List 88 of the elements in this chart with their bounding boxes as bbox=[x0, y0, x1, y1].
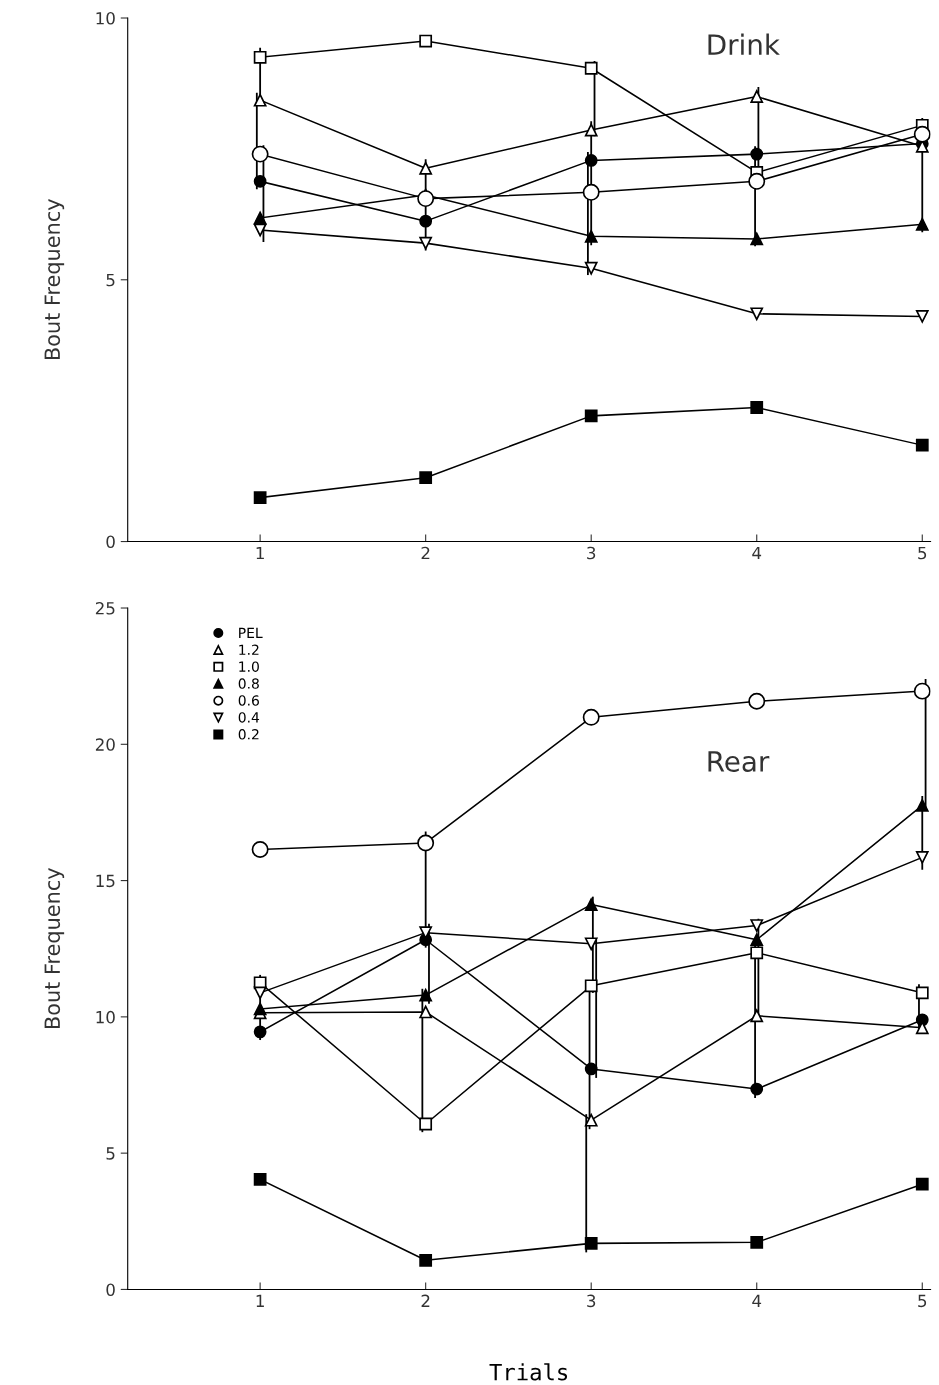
point bbox=[915, 438, 929, 452]
x-tick-label: 3 bbox=[587, 546, 596, 560]
point bbox=[584, 61, 598, 75]
point bbox=[253, 1172, 267, 1186]
point bbox=[419, 1253, 433, 1267]
legend-label: 0.2 bbox=[238, 729, 259, 740]
point bbox=[419, 214, 433, 228]
y-tick-label: 0 bbox=[106, 535, 115, 549]
point bbox=[582, 183, 600, 201]
x-tick-label: 5 bbox=[918, 1294, 927, 1308]
point bbox=[750, 1235, 764, 1249]
point bbox=[419, 161, 433, 175]
point bbox=[750, 933, 764, 947]
y-tick-label: 15 bbox=[96, 874, 115, 888]
y-axis-title: Bout Frequency bbox=[44, 199, 65, 360]
point bbox=[251, 145, 269, 163]
legend-label: 0.8 bbox=[238, 678, 259, 689]
legend-label: 1.0 bbox=[239, 661, 259, 672]
point bbox=[750, 946, 764, 960]
point bbox=[750, 919, 764, 932]
annotation: Rear bbox=[708, 751, 770, 772]
point bbox=[915, 217, 929, 231]
point bbox=[419, 988, 433, 1002]
point bbox=[419, 34, 433, 48]
point bbox=[584, 1236, 598, 1250]
y-tick-label: 5 bbox=[106, 1147, 115, 1160]
point bbox=[915, 1177, 929, 1191]
point bbox=[748, 172, 766, 190]
point bbox=[913, 125, 931, 143]
point bbox=[419, 471, 433, 485]
point bbox=[750, 1009, 764, 1023]
y-tick-label: 10 bbox=[96, 1010, 115, 1024]
point bbox=[750, 90, 764, 103]
y-tick-label: 0 bbox=[106, 1283, 115, 1296]
point bbox=[253, 93, 267, 107]
point bbox=[253, 986, 267, 1000]
point bbox=[584, 409, 598, 423]
x-tick-label: 3 bbox=[587, 1294, 596, 1308]
point bbox=[253, 174, 267, 188]
point bbox=[251, 841, 269, 858]
point bbox=[253, 1002, 267, 1016]
x-tick-label: 4 bbox=[752, 546, 762, 560]
y-tick-label: 20 bbox=[95, 738, 115, 751]
point bbox=[584, 1113, 598, 1127]
x-tick-label: 5 bbox=[918, 546, 927, 560]
point bbox=[253, 211, 267, 225]
point bbox=[915, 851, 929, 864]
x-tick-label: 2 bbox=[421, 546, 430, 560]
point bbox=[750, 1082, 764, 1096]
point bbox=[584, 979, 598, 993]
legend-label: 0.4 bbox=[238, 712, 260, 723]
point bbox=[253, 50, 267, 64]
point bbox=[419, 236, 433, 250]
point bbox=[582, 708, 600, 726]
legend-label: 1.2 bbox=[239, 644, 259, 655]
point bbox=[748, 692, 766, 710]
point bbox=[750, 147, 764, 161]
x-tick-label: 4 bbox=[752, 1294, 762, 1307]
point bbox=[584, 937, 598, 951]
point bbox=[253, 1025, 267, 1039]
point bbox=[584, 123, 598, 137]
point bbox=[750, 307, 764, 321]
x-tick-label: 1 bbox=[256, 546, 264, 560]
point bbox=[584, 261, 598, 275]
x-tick-label: 2 bbox=[421, 1294, 430, 1307]
point bbox=[417, 834, 435, 852]
point bbox=[419, 1117, 433, 1131]
y-tick-label: 5 bbox=[106, 273, 115, 287]
y-axis-title: Bout Frequency bbox=[44, 868, 65, 1029]
point bbox=[584, 1062, 598, 1076]
y-tick-label: 10 bbox=[96, 11, 115, 25]
point bbox=[750, 232, 764, 246]
point bbox=[750, 401, 764, 414]
point bbox=[419, 1005, 433, 1019]
point bbox=[915, 798, 929, 812]
point bbox=[913, 682, 931, 700]
x-axis-title: Trials bbox=[489, 1363, 568, 1381]
point bbox=[584, 154, 598, 167]
point bbox=[253, 491, 267, 504]
y-tick-label: 25 bbox=[95, 601, 115, 615]
legend-label: PEL bbox=[239, 627, 263, 638]
annotation: Drink bbox=[708, 33, 780, 55]
point bbox=[417, 190, 435, 208]
point bbox=[584, 229, 598, 243]
point bbox=[584, 898, 598, 911]
legend-label: 0.6 bbox=[238, 695, 259, 706]
point bbox=[915, 986, 929, 1000]
x-tick-label: 1 bbox=[256, 1294, 264, 1307]
